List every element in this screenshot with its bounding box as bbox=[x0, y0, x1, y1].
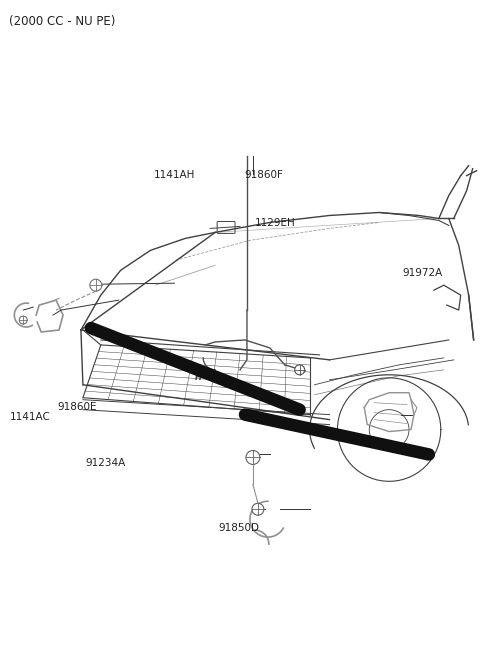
Circle shape bbox=[295, 365, 305, 374]
Text: 91860F: 91860F bbox=[245, 170, 284, 180]
Text: 1129EH: 1129EH bbox=[254, 217, 295, 227]
Circle shape bbox=[90, 279, 102, 291]
Text: 91860E: 91860E bbox=[58, 402, 97, 412]
Text: (2000 CC - NU PE): (2000 CC - NU PE) bbox=[9, 15, 116, 28]
Circle shape bbox=[19, 316, 27, 324]
Circle shape bbox=[246, 451, 260, 464]
Text: 1141AC: 1141AC bbox=[10, 412, 51, 422]
Circle shape bbox=[252, 503, 264, 515]
Text: 1141AH: 1141AH bbox=[154, 170, 195, 180]
Text: H: H bbox=[195, 373, 202, 382]
Text: 91850D: 91850D bbox=[218, 523, 260, 533]
Text: 91234A: 91234A bbox=[85, 458, 125, 468]
Text: 91972A: 91972A bbox=[402, 268, 443, 278]
